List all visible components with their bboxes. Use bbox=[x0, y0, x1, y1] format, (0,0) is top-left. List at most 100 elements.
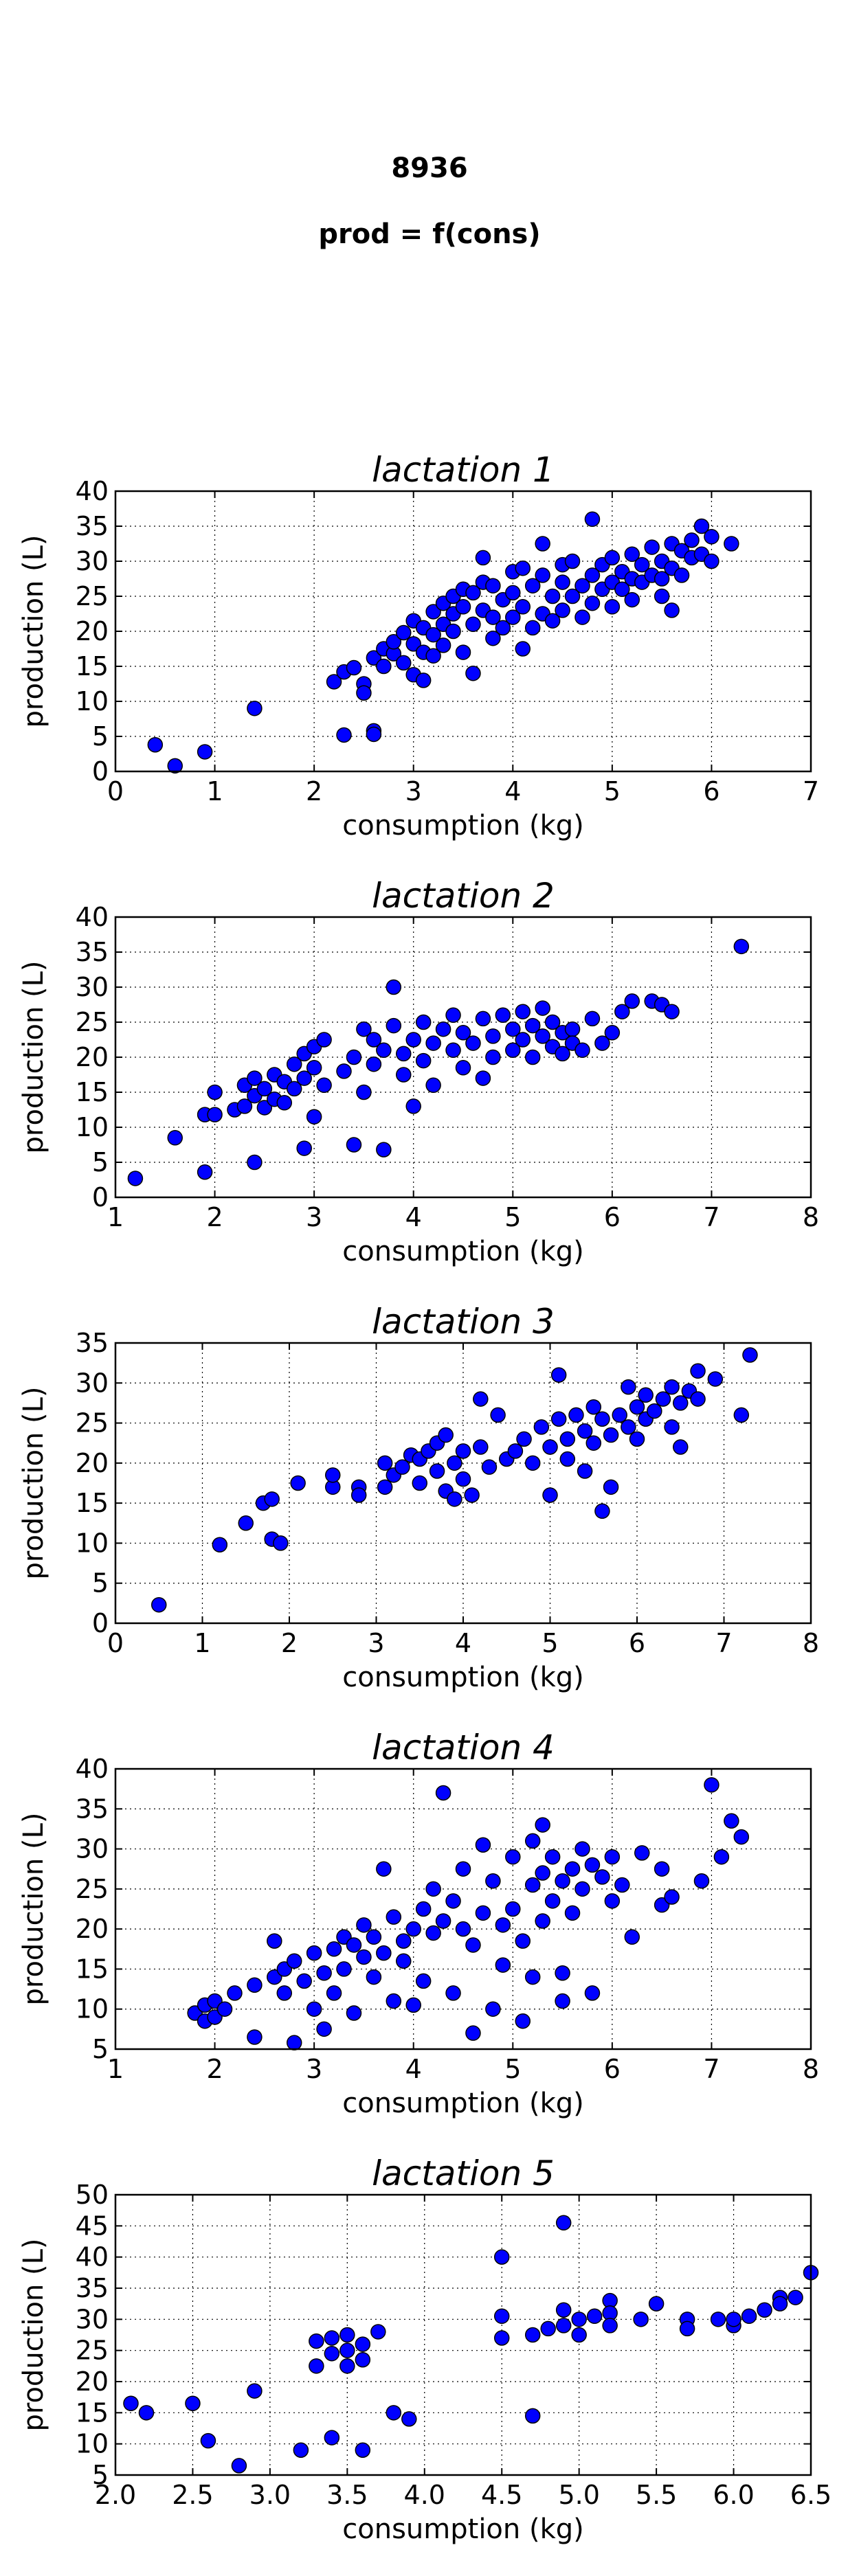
data-point bbox=[555, 1873, 570, 1889]
data-point bbox=[524, 578, 541, 594]
data-point bbox=[356, 1021, 372, 1037]
data-point bbox=[654, 1861, 670, 1877]
data-point bbox=[574, 1881, 590, 1897]
y-tick-label: 20 bbox=[76, 1448, 109, 1478]
data-point bbox=[515, 1933, 531, 1949]
data-point bbox=[535, 1028, 550, 1044]
data-point bbox=[493, 2308, 510, 2325]
data-point bbox=[535, 567, 550, 583]
data-point bbox=[704, 529, 719, 545]
x-tick-label: 2 bbox=[281, 1628, 298, 1658]
x-tick-label: 7 bbox=[703, 2054, 719, 2084]
data-point bbox=[485, 1873, 501, 1889]
data-point bbox=[465, 585, 481, 601]
data-point bbox=[415, 1014, 432, 1030]
data-point bbox=[555, 602, 570, 618]
data-point bbox=[355, 2336, 371, 2352]
data-point bbox=[495, 1007, 511, 1024]
data-point bbox=[405, 636, 421, 652]
x-tick-label: 4 bbox=[455, 1628, 471, 1658]
data-point bbox=[713, 1849, 730, 1865]
data-point bbox=[673, 1395, 689, 1411]
data-point bbox=[415, 1052, 432, 1069]
data-point bbox=[604, 550, 621, 566]
data-point bbox=[415, 1973, 432, 1989]
data-point bbox=[306, 1945, 322, 1961]
y-tick-label: 10 bbox=[76, 686, 109, 716]
data-point bbox=[788, 2290, 803, 2305]
data-point bbox=[346, 1049, 362, 1065]
data-point bbox=[485, 578, 501, 594]
x-tick-label: 8 bbox=[803, 2054, 819, 2084]
data-point bbox=[564, 553, 581, 569]
data-point bbox=[574, 1042, 590, 1059]
x-axis-label: consumption (kg) bbox=[342, 2088, 583, 2119]
data-point bbox=[490, 1407, 506, 1423]
data-point bbox=[376, 1945, 392, 1961]
data-point bbox=[405, 1032, 421, 1048]
data-point bbox=[505, 1042, 521, 1059]
y-tick-label: 35 bbox=[76, 1794, 109, 1824]
data-point bbox=[733, 1829, 750, 1845]
chart-lactation-3: lactation 3 0 1 2 3 4 5 6 7 8 0 5 10 15 20 25 30 35 consum… bbox=[18, 1302, 819, 1693]
data-point bbox=[200, 2432, 216, 2449]
data-point bbox=[524, 1017, 541, 1034]
data-point bbox=[290, 1475, 306, 1491]
data-point bbox=[634, 556, 650, 573]
data-point bbox=[604, 1025, 621, 1041]
data-point bbox=[555, 1993, 570, 2009]
data-point bbox=[415, 1901, 432, 1917]
data-point bbox=[564, 1861, 581, 1877]
data-point bbox=[309, 2333, 324, 2349]
x-tick-label: 6 bbox=[703, 776, 719, 806]
x-tick-label: 2.5 bbox=[172, 2480, 213, 2510]
data-point bbox=[465, 1035, 481, 1051]
data-point bbox=[602, 2318, 618, 2334]
y-tick-label: 5 bbox=[92, 2460, 109, 2490]
data-point bbox=[366, 726, 382, 743]
data-point bbox=[386, 634, 402, 650]
data-point bbox=[585, 1435, 601, 1451]
chart-lactation-2: lactation 2 1 2 3 4 5 6 7 8 0 5 10 15 20 25 30 35 40 consu… bbox=[18, 876, 819, 1267]
x-tick-label: 3 bbox=[368, 1628, 384, 1658]
data-point bbox=[495, 620, 511, 636]
data-point bbox=[366, 1929, 382, 1945]
data-point bbox=[577, 1423, 593, 1439]
data-point bbox=[429, 1463, 445, 1479]
data-point bbox=[571, 2327, 587, 2343]
data-point bbox=[724, 536, 739, 552]
plot-frame bbox=[114, 916, 812, 1199]
data-point bbox=[355, 2442, 371, 2458]
data-point bbox=[493, 2249, 510, 2265]
data-point bbox=[445, 1042, 461, 1059]
data-point bbox=[704, 553, 719, 569]
chart-lactation-5: lactation 5 2.0 2.5 3.0 3.5 4.0 4.5 5.0 5.5 6.0 6.… bbox=[18, 2154, 832, 2545]
data-point bbox=[356, 1949, 372, 1965]
data-point bbox=[326, 1941, 342, 1957]
data-point bbox=[339, 2358, 355, 2374]
plot-frame bbox=[114, 1342, 812, 1625]
data-point bbox=[425, 604, 441, 620]
data-point bbox=[247, 2029, 263, 2045]
data-point bbox=[535, 1000, 550, 1016]
chart-lactation-1: lactation 1 0 1 2 3 4 5 6 7 0 5 10 15 20 25 30 35 40 consu… bbox=[18, 450, 819, 841]
x-tick-label: 4 bbox=[405, 2054, 422, 2084]
data-point bbox=[524, 2408, 541, 2424]
data-point bbox=[455, 1861, 471, 1877]
x-tick-label: 3 bbox=[405, 776, 422, 806]
data-point bbox=[324, 2345, 340, 2362]
figure-number: 8936 bbox=[391, 152, 468, 184]
data-point bbox=[515, 2013, 531, 2029]
data-point bbox=[550, 1367, 567, 1383]
chart-title: lactation 5 bbox=[372, 2154, 555, 2193]
data-point bbox=[693, 518, 710, 534]
data-point bbox=[339, 2327, 355, 2343]
x-tick-label: 6.0 bbox=[713, 2480, 754, 2510]
x-tick-label: 6 bbox=[604, 1202, 621, 1232]
data-point bbox=[286, 2035, 302, 2050]
data-point bbox=[401, 2411, 417, 2427]
x-tick-label: 4 bbox=[504, 776, 521, 806]
y-tick-label: 5 bbox=[92, 1568, 109, 1598]
x-tick-label: 2 bbox=[206, 2054, 223, 2084]
y-tick-label: 20 bbox=[76, 616, 109, 646]
